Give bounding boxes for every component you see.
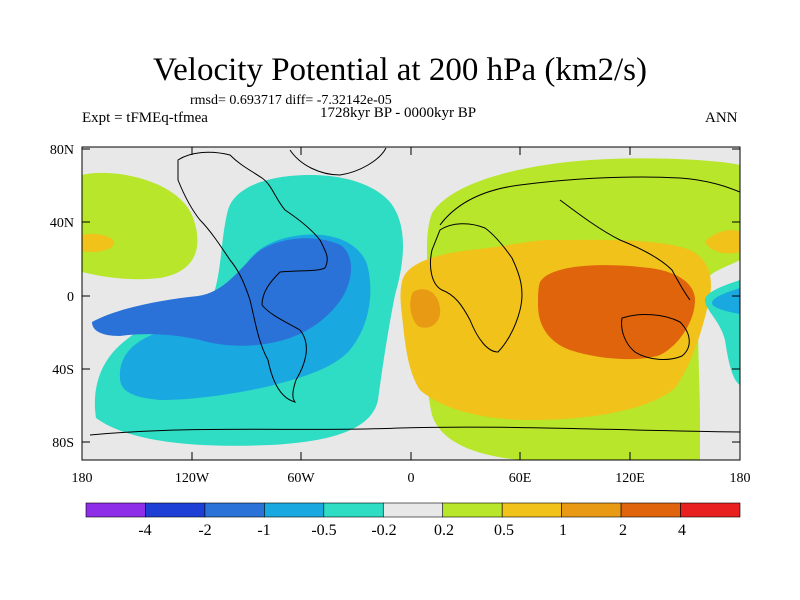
stats-label: rmsd= 0.693717 diff= -7.32142e-05 [190,93,392,108]
africa-coastline [429,223,523,353]
blue-region [92,238,352,346]
green-region-west [82,172,198,280]
coastlines [89,147,740,436]
x-tick-label: 120W [175,471,210,486]
tick-marks [81,147,741,460]
orange-core-east [538,265,695,360]
colorbar-tick-label: -2 [198,522,211,539]
colorbar-swatch [501,502,562,518]
antarctica-coastline [89,426,740,436]
experiment-label: Expt = tFMEq-tfmea [82,110,208,126]
greenland-coastline [289,147,387,176]
colorbar-tick-label: -4 [138,522,151,539]
colorbar-tick-label: 1 [559,522,567,539]
y-tick-label: 40N [50,216,74,231]
period-label: 1728kyr BP - 0000kyr BP [320,105,477,121]
y-tick-label: 0 [67,290,74,305]
x-tick-label: 60E [509,471,532,486]
colorbar-tick-label: 0.2 [434,522,454,539]
australia-coastline [621,314,690,360]
colorbar-tick-label: -0.2 [371,522,396,539]
yellow-spot-east [705,230,740,254]
yellow-spot-west [82,234,114,252]
colorbar-tick-label: 2 [619,522,627,539]
colorbar-swatch [145,502,206,518]
colorbar-swatch [382,502,444,518]
colorbar-tick-label: 4 [678,522,686,539]
map-title: Velocity Potential at 200 hPa (km2/s) [152,52,648,88]
colorbar-swatch [620,502,681,518]
americas-coastline [177,151,328,403]
y-tick-label: 80S [52,436,74,451]
y-tick-label: 80N [50,143,74,158]
orange-spot-africa [410,289,441,328]
x-tick-label: 0 [408,471,415,486]
x-tick-label: 180 [72,471,93,486]
colorbar-swatch [204,502,265,518]
contour-fields [82,147,740,460]
x-tick-label: 120E [615,471,645,486]
colorbar-swatch [264,502,325,518]
colorbar-tick-label: 0.5 [494,522,514,539]
blue-region-east-edge [712,288,740,314]
colorbar-swatch [561,502,622,518]
y-tick-label: 40S [52,363,74,378]
colorbar-swatch [680,502,741,518]
colorbar-swatch [323,502,384,518]
colorbar-tick-label: -1 [257,522,270,539]
colorbar-swatch [442,502,503,518]
season-label: ANN [705,110,738,126]
colorbar-swatch [85,502,146,518]
x-tick-label: 60W [287,471,315,486]
colorbar [85,502,741,518]
colorbar-tick-label: -0.5 [311,522,336,539]
colorbar-labels: -4 -2 -1 -0.5 -0.2 0.2 0.5 1 2 4 [138,522,686,539]
eurasia-coastline [439,176,740,301]
x-tick-label: 180 [730,471,751,486]
